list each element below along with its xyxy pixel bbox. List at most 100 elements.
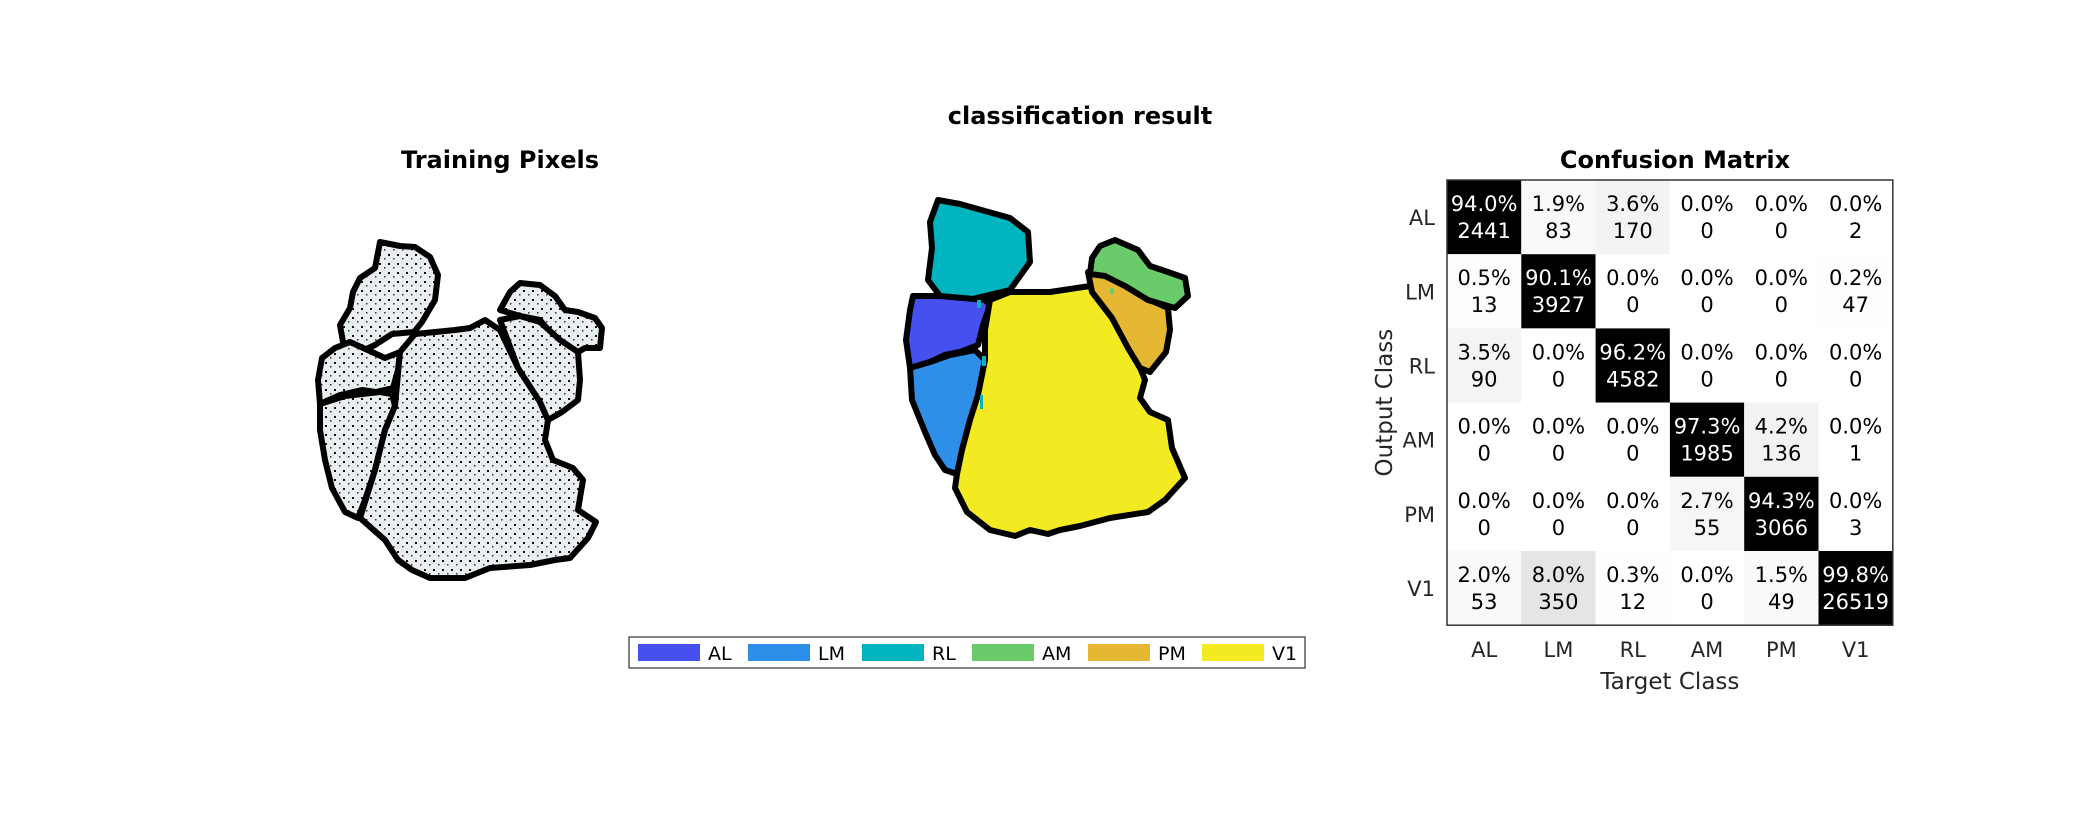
- cm-cell-count: 1: [1849, 442, 1862, 466]
- cm-frame: [1446, 179, 1894, 626]
- cm-cell-percent: 0.2%: [1829, 266, 1882, 290]
- cm-cell: [1447, 402, 1522, 477]
- cm-cell-count: 0: [1626, 516, 1639, 540]
- cm-x-axis-label: Target Class: [1599, 669, 1739, 695]
- cm-column-label: RL: [1620, 638, 1647, 662]
- cm-cell: [1447, 328, 1522, 403]
- legend: AL LM RL AM PM V1: [628, 636, 1306, 669]
- cm-cell-count: 13: [1471, 293, 1498, 317]
- cm-cell-count: 0: [1477, 442, 1490, 466]
- cm-cell-percent: 0.0%: [1532, 415, 1585, 439]
- cm-cell-percent: 0.0%: [1829, 192, 1882, 216]
- cm-cell-count: 0: [1552, 367, 1565, 391]
- cm-cell: [1818, 180, 1893, 255]
- cm-cell-count: 2441: [1457, 219, 1510, 243]
- cm-cell-percent: 96.2%: [1599, 340, 1666, 364]
- cm-cell: [1521, 476, 1596, 551]
- legend-swatch-pm: [1088, 644, 1150, 661]
- legend-swatch-lm: [748, 644, 810, 661]
- cm-cell-percent: 0.0%: [1680, 340, 1733, 364]
- cm-column-label: LM: [1544, 638, 1574, 662]
- legend-label-al: AL: [708, 643, 732, 665]
- cm-y-axis-label: Output Class: [1372, 329, 1398, 477]
- cm-cell-count: 3: [1849, 516, 1862, 540]
- legend-swatch-rl: [862, 644, 924, 661]
- legend-swatch-v1: [1202, 644, 1264, 661]
- cm-cell-count: 0: [1477, 516, 1490, 540]
- cm-cell-percent: 0.0%: [1680, 563, 1733, 587]
- cm-cell: [1521, 551, 1596, 626]
- cm-cell-count: 3927: [1532, 293, 1585, 317]
- cm-cell-count: 12: [1619, 590, 1646, 614]
- cm-cell-percent: 4.2%: [1755, 415, 1808, 439]
- cm-cell-count: 0: [1700, 590, 1713, 614]
- cm-cell: [1669, 551, 1745, 626]
- cm-cell-percent: 0.0%: [1457, 415, 1510, 439]
- cm-cell-count: 0: [1775, 219, 1788, 243]
- cm-cell-percent: 1.9%: [1532, 192, 1585, 216]
- cm-cell-percent: 0.0%: [1829, 340, 1882, 364]
- cm-cell: [1744, 328, 1819, 403]
- cm-cell-count: 2: [1849, 219, 1862, 243]
- cm-cell: [1669, 328, 1745, 403]
- training-pixels-title: Training Pixels: [400, 146, 599, 174]
- cm-cell: [1744, 402, 1819, 477]
- cm-row-label: AM: [1403, 429, 1435, 453]
- cm-cell: [1447, 180, 1522, 255]
- classification-result-title: classification result: [947, 102, 1213, 130]
- cm-cell-count: 0: [1700, 219, 1713, 243]
- cm-column-label: PM: [1766, 638, 1797, 662]
- cm-cell-percent: 0.3%: [1606, 563, 1659, 587]
- cm-cell-percent: 2.7%: [1680, 489, 1733, 513]
- cm-cell: [1818, 328, 1893, 403]
- cm-cell-percent: 0.0%: [1532, 340, 1585, 364]
- cm-cell: [1521, 180, 1596, 255]
- cm-cell-count: 136: [1761, 442, 1801, 466]
- cm-cell: [1669, 476, 1745, 551]
- legend-label-am: AM: [1042, 643, 1071, 665]
- cm-cell-count: 55: [1694, 516, 1721, 540]
- cm-column-label: AL: [1471, 638, 1497, 662]
- cm-cell-percent: 3.6%: [1606, 192, 1659, 216]
- cm-cell-percent: 0.0%: [1680, 266, 1733, 290]
- legend-label-pm: PM: [1158, 643, 1186, 665]
- cm-cell: [1595, 328, 1670, 403]
- training-pixels-map: [315, 239, 605, 581]
- cm-cell-percent: 1.5%: [1755, 563, 1808, 587]
- cm-cell-count: 53: [1471, 590, 1498, 614]
- cm-cell: [1595, 551, 1670, 626]
- legend-label-lm: LM: [818, 643, 845, 665]
- cm-cell-count: 3066: [1755, 516, 1808, 540]
- cm-cell-count: 0: [1775, 367, 1788, 391]
- legend-label-v1: V1: [1272, 643, 1297, 665]
- cm-cell: [1818, 476, 1893, 551]
- cm-cell-percent: 2.0%: [1457, 563, 1510, 587]
- cm-row-label: V1: [1407, 577, 1435, 601]
- cm-cell-count: 0: [1700, 367, 1713, 391]
- cm-cell-count: 47: [1842, 293, 1869, 317]
- cm-cell: [1818, 551, 1893, 626]
- cm-cell-percent: 94.3%: [1748, 489, 1815, 513]
- cm-row-label: AL: [1409, 206, 1435, 230]
- cm-cell-count: 83: [1545, 219, 1572, 243]
- cm-cell-percent: 90.1%: [1525, 266, 1592, 290]
- cm-cell-percent: 0.0%: [1829, 415, 1882, 439]
- cm-cell: [1447, 476, 1522, 551]
- cm-cell-count: 4582: [1606, 367, 1659, 391]
- cm-cell-count: 26519: [1822, 590, 1889, 614]
- cm-cell: [1447, 254, 1522, 329]
- cm-column-label: AM: [1691, 638, 1723, 662]
- cm-cell: [1521, 402, 1596, 477]
- cm-cell: [1669, 180, 1745, 255]
- cm-cell: [1595, 180, 1670, 255]
- legend-swatch-am: [972, 644, 1034, 661]
- cm-cell-percent: 0.0%: [1606, 489, 1659, 513]
- cm-cell-count: 0: [1626, 442, 1639, 466]
- cm-cell-count: 0: [1552, 442, 1565, 466]
- cm-cell-percent: 0.0%: [1829, 489, 1882, 513]
- cm-cell: [1595, 254, 1670, 329]
- cm-cell-count: 170: [1613, 219, 1653, 243]
- cm-cell-percent: 94.0%: [1451, 192, 1518, 216]
- cm-cell-percent: 8.0%: [1532, 563, 1585, 587]
